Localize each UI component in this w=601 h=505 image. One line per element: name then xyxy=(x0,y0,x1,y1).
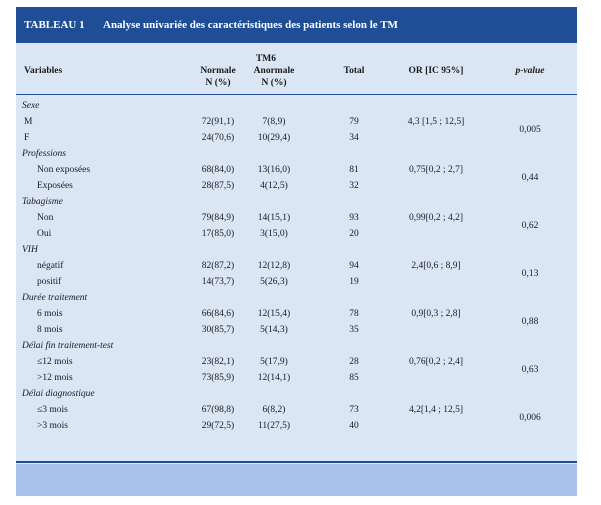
anormale-value: 14(15,1) xyxy=(257,213,291,223)
normale-value: 67(98,8) xyxy=(201,405,235,415)
anormale-value: 3(15,0) xyxy=(260,229,288,239)
anormale-value: 11(27,5) xyxy=(257,421,291,431)
row-label: M xyxy=(24,117,33,127)
pvalue-value: 0,63 xyxy=(521,365,539,375)
or-value: 0,76[0,2 ; 2,4] xyxy=(408,357,464,367)
anormale-value: 12(14,1) xyxy=(257,373,291,383)
total-value: 85 xyxy=(349,373,359,383)
header-anormale-unit: N (%) xyxy=(261,78,287,88)
row-label: ≤12 mois xyxy=(37,357,73,367)
table-number: TABLEAU 1 xyxy=(24,19,85,31)
pvalue-value: 0,44 xyxy=(521,173,539,183)
total-value: 73 xyxy=(349,405,359,415)
total-value: 81 xyxy=(349,165,359,175)
or-value: 0,99[0,2 ; 4,2] xyxy=(408,213,464,223)
or-value: 2,4[0,6 ; 8,9] xyxy=(411,261,461,271)
or-value: 0,75[0,2 ; 2,7] xyxy=(408,165,464,175)
normale-value: 23(82,1) xyxy=(201,357,235,367)
normale-value: 82(87,2) xyxy=(201,261,235,271)
pvalue-value: 0,62 xyxy=(521,221,539,231)
header-or: OR [IC 95%] xyxy=(408,66,464,76)
total-value: 32 xyxy=(349,181,359,191)
category-label: Délai diagnostique xyxy=(22,389,95,399)
normale-value: 14(73,7) xyxy=(201,277,235,287)
pvalue-value: 0,88 xyxy=(521,317,539,327)
or-value: 4,3 [1,5 ; 12,5] xyxy=(407,117,465,127)
total-value: 19 xyxy=(349,277,359,287)
row-label: >3 mois xyxy=(37,421,68,431)
row-label: ≤3 mois xyxy=(37,405,68,415)
or-value: 0,9[0,3 ; 2,8] xyxy=(411,309,461,319)
pvalue-value: 0,006 xyxy=(519,413,541,423)
table-footer-band xyxy=(16,464,577,496)
header-anormale: Anormale xyxy=(253,66,295,76)
normale-value: 29(72,5) xyxy=(201,421,235,431)
category-label: VIH xyxy=(22,245,38,255)
anormale-value: 10(29,4) xyxy=(257,133,291,143)
total-value: 34 xyxy=(349,133,359,143)
total-value: 35 xyxy=(349,325,359,335)
table-panel: TABLEAU 1 Analyse univariée des caractér… xyxy=(16,7,577,496)
total-value: 20 xyxy=(349,229,359,239)
normale-value: 17(85,0) xyxy=(201,229,235,239)
total-value: 40 xyxy=(349,421,359,431)
normale-value: 73(85,9) xyxy=(201,373,235,383)
anormale-value: 12(15,4) xyxy=(257,309,291,319)
anormale-value: 13(16,0) xyxy=(257,165,291,175)
table-title: Analyse univariée des caractéristiques d… xyxy=(103,19,398,31)
category-label: Sexe xyxy=(22,101,40,111)
normale-value: 79(84,9) xyxy=(201,213,235,223)
row-label: 6 mois xyxy=(37,309,63,319)
category-label: Délai fin traitement-test xyxy=(22,341,114,351)
row-label: positif xyxy=(37,277,62,287)
normale-value: 68(84,0) xyxy=(201,165,235,175)
row-label: Oui xyxy=(37,229,52,239)
normale-value: 24(70,6) xyxy=(201,133,235,143)
category-label: Durée traitement xyxy=(22,293,88,303)
header-variables: Variables xyxy=(24,66,63,76)
normale-value: 72(91,1) xyxy=(201,117,235,127)
row-label: Exposées xyxy=(37,181,73,191)
or-value: 4,2[1,4 ; 12,5] xyxy=(408,405,464,415)
header-normale: Normale xyxy=(200,66,236,76)
anormale-value: 5(14,3) xyxy=(260,325,288,335)
normale-value: 66(84,6) xyxy=(201,309,235,319)
anormale-value: 6(8,2) xyxy=(262,405,286,415)
total-value: 94 xyxy=(349,261,359,271)
total-value: 78 xyxy=(349,309,359,319)
total-value: 93 xyxy=(349,213,359,223)
category-label: Tabagisme xyxy=(22,197,63,207)
header-rule xyxy=(16,94,577,95)
table-title-bar: TABLEAU 1 Analyse univariée des caractér… xyxy=(16,7,577,43)
row-label: 8 mois xyxy=(37,325,63,335)
total-value: 28 xyxy=(349,357,359,367)
header-tm6: TM6 xyxy=(255,54,277,64)
row-label: négatif xyxy=(37,261,64,271)
row-label: F xyxy=(24,133,30,143)
row-label: Non xyxy=(37,213,54,223)
pvalue-value: 0,005 xyxy=(519,125,541,135)
pvalue-value: 0,13 xyxy=(521,269,539,279)
anormale-value: 4(12,5) xyxy=(260,181,288,191)
anormale-value: 5(17,9) xyxy=(260,357,288,367)
anormale-value: 5(26,3) xyxy=(260,277,288,287)
bottom-rule xyxy=(16,461,577,463)
anormale-value: 7(8,9) xyxy=(262,117,286,127)
total-value: 79 xyxy=(349,117,359,127)
header-total: Total xyxy=(343,66,365,76)
row-label: >12 mois xyxy=(37,373,73,383)
normale-value: 30(85,7) xyxy=(201,325,235,335)
header-normale-unit: N (%) xyxy=(205,78,231,88)
header-pvalue: p-value xyxy=(515,66,545,76)
normale-value: 28(87,5) xyxy=(201,181,235,191)
anormale-value: 12(12,8) xyxy=(257,261,291,271)
category-label: Professions xyxy=(22,149,66,159)
row-label: Non exposées xyxy=(37,165,91,175)
